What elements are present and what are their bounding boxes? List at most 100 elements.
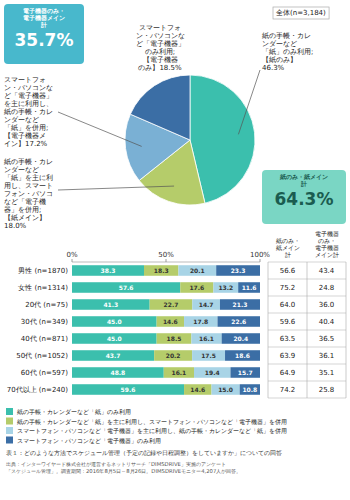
bar-segment [157,316,184,327]
x-tick [166,259,167,262]
bar-segment [72,333,157,344]
text-line: ンダーなど [4,166,39,174]
text-line: 「スケジュール管理」。調査期間：2016年8月5日～8月26日。DIMSDRIV… [6,468,241,474]
text-line: フォン・パソコ [4,190,53,198]
data-label: 38.3 [101,267,116,274]
data-label: 18.6 [235,352,250,359]
summary-text: 電子機器のみ・電子機器メイン計 [23,7,65,28]
text-line: 【電子機器メ [4,132,46,140]
bar-segment [240,384,260,395]
bar-segment [211,384,239,395]
pie-slice [130,75,190,140]
text-line: 46.3% [262,64,285,72]
data-label: 14.7 [199,301,214,308]
table-rule [268,262,346,263]
x-tick-label: 50% [158,251,174,259]
slice-label: 紙の手帳・カレンダーなど「紙」のみ利用;【紙のみ】46.3% [262,32,313,72]
text-line: 紙メイン [276,244,300,251]
table-value: 59.6 [280,318,296,326]
data-label: 15.7 [238,369,253,376]
text-line: 計 [300,180,307,187]
bar-segment [144,265,178,276]
text-line: 計 [40,21,47,28]
legend-swatch [6,418,13,425]
callout-leader [58,112,142,146]
summary-text: 紙のみ・紙メイン計 [279,173,328,187]
category-label: 女性 (n=1314) [18,284,68,292]
bar-segment [164,367,194,378]
text-line: ンダーなど [262,40,297,48]
data-label: 45.0 [107,335,122,342]
legend-swatch [6,408,13,415]
category-label: 60代 (n=597) [21,369,69,377]
bar-segment [238,282,260,293]
table-value: 36.0 [319,301,335,309]
data-label: 17.6 [189,284,204,291]
data-label: 13.2 [218,284,233,291]
bar-labels: 38.318.320.123.357.617.613.211.641.322.7… [101,267,258,393]
bar-segment [213,282,238,293]
pie-title: 全体(n=3,184) [276,9,326,17]
bar-segment [150,299,193,310]
data-label: 20.2 [166,352,181,359]
data-label: 16.1 [199,335,214,342]
data-label: 22.6 [231,318,246,325]
x-tick-label: 0% [66,251,77,259]
bar-segment [72,282,180,293]
bar-segment [72,316,157,327]
data-label: 19.4 [205,369,220,376]
table-value: 24.8 [319,284,335,292]
bar-segment [72,299,150,310]
text-line: 電子機器のみ・ [23,7,65,14]
pie-title-box [273,7,329,19]
bar-segment [194,367,230,378]
text-line: のみ利用; [145,48,175,56]
bar-segment [72,384,184,395]
legend-label: スマートフォン・パソコンなど「電子機器」を主に利用し、紙の手帳・カレンダーなど「… [17,427,287,435]
callout-leader [238,70,260,134]
text-line: 18.0% [4,222,27,230]
legend-label: スマートフォン・パソコンなど「電子機器」のみ利用 [17,437,161,445]
text-line: 紙のみ・ [276,237,300,244]
table-rule [268,330,346,331]
text-line: 【紙メイン】 [4,214,46,222]
summary-table: 紙のみ・紙メイン計56.675.264.059.663.563.964.974.… [268,230,346,398]
bar-segment [72,265,144,276]
text-line: 【電子機器 [143,56,178,64]
data-label: 18.5 [167,335,182,342]
category-label: 70代以上 (n=240) [7,386,69,394]
text-line: ど「電子機器」 [136,40,185,48]
x-tick [72,259,73,262]
data-label: 43.7 [106,352,121,359]
table-value: 63.5 [280,335,296,343]
data-label: 20.1 [190,267,205,274]
text-line: 【紙のみ】 [262,56,297,64]
bar-segment [192,299,220,310]
table-rule [268,398,346,399]
text-line: 表１：どのような方法でスケジュール管理（予定の記録や日程調整）をしていますか」に… [6,449,282,457]
table-value: 64.0 [280,301,296,309]
table-value: 35.1 [319,369,335,377]
text-line: 紙の手帳・カレ [4,158,53,166]
text-line: ン・パソコンな [4,84,53,92]
text-line: 「紙」のみ利用; [262,48,313,56]
summary-value: 35.7% [15,30,74,50]
table-value: 64.9 [280,369,296,377]
text-line: スマートフォ [139,24,181,32]
pie [125,75,255,205]
category-label: 50代 (n=1052) [16,352,68,360]
text-line: 計 [285,251,291,258]
data-label: 21.3 [233,301,248,308]
data-label: 22.7 [164,301,179,308]
data-label: 23.3 [231,267,246,274]
text-line: 用し、スマート [4,182,53,190]
table-value: 40.4 [319,318,335,326]
text-line: 器」を併用; [4,206,41,214]
data-label: 18.3 [154,267,169,274]
summary-box [4,4,84,64]
data-label: 41.3 [103,301,118,308]
text-line: 電子機器 [315,244,339,251]
data-label: 10.8 [242,386,257,393]
data-label: 14.6 [163,318,178,325]
bar-segment [222,333,260,344]
